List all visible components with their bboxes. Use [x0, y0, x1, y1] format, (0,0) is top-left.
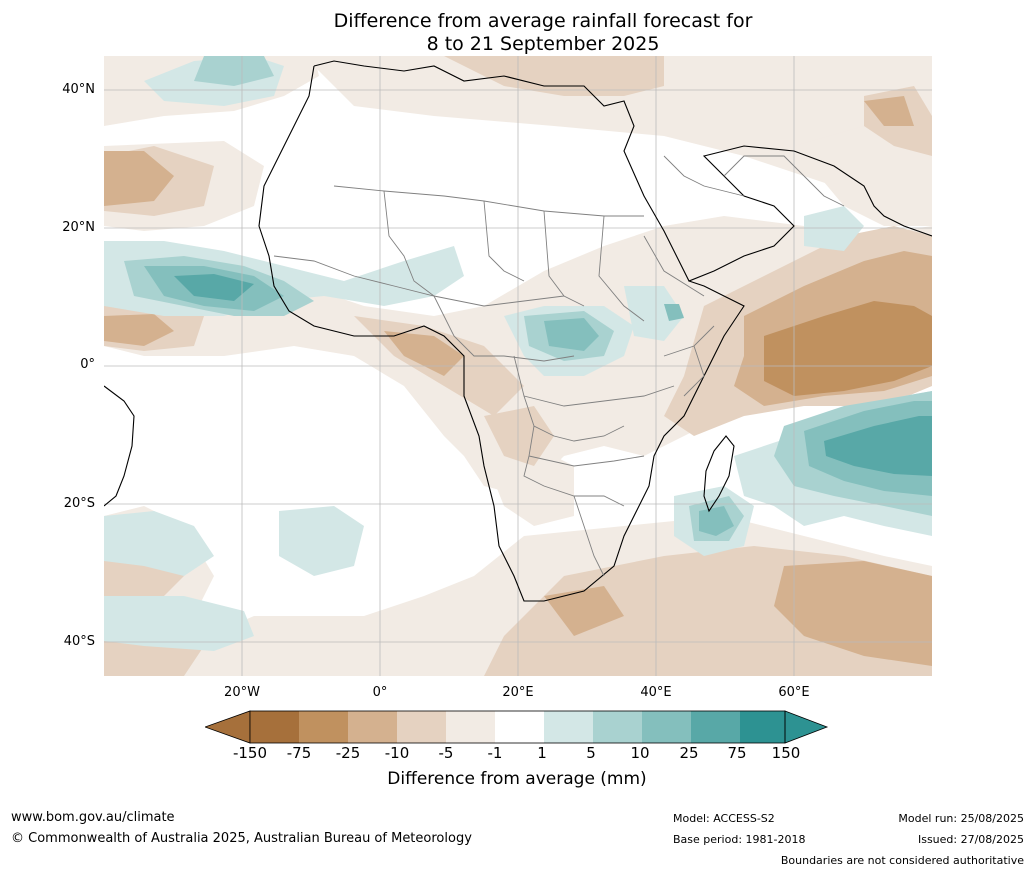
colorbar-cell-5: [495, 711, 544, 743]
model-name: Model: ACCESS-S2: [673, 812, 775, 825]
lat-label-20s: 20°S: [63, 496, 95, 511]
wet-anomaly-very-strong: [174, 274, 932, 476]
colorbar-cell-10: [740, 711, 785, 743]
lat-label-0: 0°: [80, 357, 95, 372]
lon-label-40e: 40°E: [640, 685, 672, 700]
model-run-date: Model run: 25/08/2025: [898, 812, 1024, 825]
title-line-2: 8 to 21 September 2025: [426, 33, 660, 55]
colorbar-cell-9: [691, 711, 740, 743]
colorbar-cell-7: [593, 711, 642, 743]
rainfall-anomaly-map: [104, 56, 932, 676]
colorbar-tick: -10: [384, 744, 410, 762]
copyright-notice: © Commonwealth of Australia 2025, Austra…: [11, 831, 472, 846]
lon-label-20w: 20°W: [224, 685, 260, 700]
colorbar-cell-4: [446, 711, 495, 743]
colorbar: [205, 710, 829, 744]
colorbar-cell-1: [299, 711, 348, 743]
colorbar-label: Difference from average (mm): [387, 769, 647, 789]
colorbar-tick: -5: [438, 744, 454, 762]
colorbar-tick: 5: [586, 744, 596, 762]
colorbar-tick: 25: [679, 744, 699, 762]
colorbar-tick: 10: [630, 744, 650, 762]
colorbar-cell-2: [348, 711, 397, 743]
colorbar-cell-8: [642, 711, 691, 743]
colorbar-cell-6: [544, 711, 593, 743]
graticule: [104, 56, 932, 676]
colorbar-extend-low: [205, 710, 251, 744]
coastlines: [104, 60, 932, 602]
colorbar-tick: -1: [487, 744, 503, 762]
lat-label-40s: 40°S: [63, 634, 95, 649]
colorbar-tick: -25: [335, 744, 361, 762]
lat-label-40n: 40°N: [62, 82, 95, 97]
colorbar-tick: 1: [537, 744, 547, 762]
base-period: Base period: 1981-2018: [673, 833, 806, 846]
country-borders: [273, 155, 845, 577]
lon-label-60e: 60°E: [778, 685, 810, 700]
colorbar-tick: 150: [771, 744, 801, 762]
lat-label-20n: 20°N: [62, 220, 95, 235]
title-line-1: Difference from average rainfall forecas…: [333, 10, 753, 32]
lon-label-0: 0°: [372, 685, 388, 700]
map-title: Difference from average rainfall forecas…: [0, 10, 1035, 56]
issued-date: Issued: 27/08/2025: [917, 833, 1024, 846]
dry-anomaly-very-strong: [764, 301, 932, 396]
colorbar-tick: -75: [286, 744, 312, 762]
website-link[interactable]: www.bom.gov.au/climate: [11, 810, 175, 825]
boundary-disclaimer: Boundaries are not considered authoritat…: [780, 854, 1024, 867]
colorbar-extend-high: [784, 710, 829, 744]
colorbar-tick: -150: [232, 744, 268, 762]
lon-label-20e: 20°E: [502, 685, 534, 700]
colorbar-cell-0: [250, 711, 299, 743]
colorbar-tick: 75: [727, 744, 747, 762]
colorbar-cell-3: [397, 711, 446, 743]
